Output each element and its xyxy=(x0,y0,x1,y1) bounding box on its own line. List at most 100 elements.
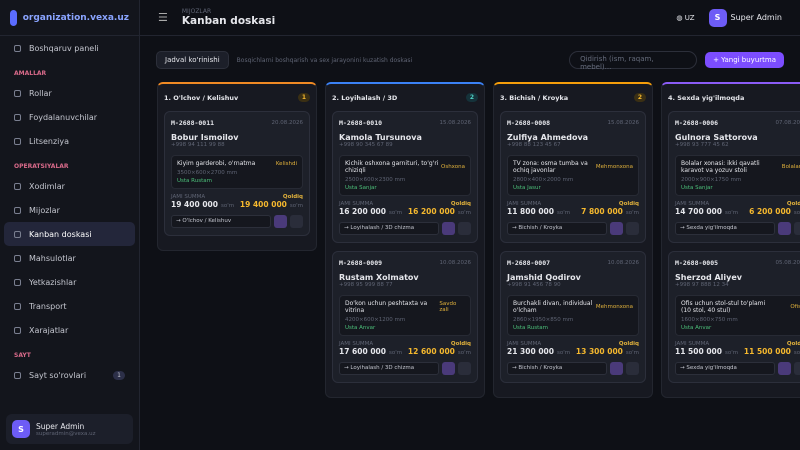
column: 4. Sexda yig'ilmoqda2 M-2688-0006 07.08.20… xyxy=(661,82,800,398)
print-button[interactable] xyxy=(442,222,455,235)
nav-item[interactable]: Boshqaruv paneli xyxy=(4,36,135,60)
stage-row: → Loyihalash / 3D chizma xyxy=(339,362,471,375)
print-button[interactable] xyxy=(610,222,623,235)
open-button[interactable] xyxy=(458,362,471,375)
order-card[interactable]: M-2688-0009 10.08.2026 Rustam Xolmatov +998… xyxy=(332,251,478,383)
client-name: Bobur Ismoilov xyxy=(171,133,239,142)
total-amount: 19 400 000 xyxy=(171,200,218,209)
amount-labels: JAMI SUMMA Qoldiq xyxy=(675,201,800,207)
nav-item[interactable]: Mijozlar xyxy=(4,198,135,222)
card-top: M-2688-0009 10.08.2026 xyxy=(339,259,471,267)
stage-row: → Bichish / Kroyka xyxy=(507,362,639,375)
section-title: AMALLAR xyxy=(14,70,47,77)
view-button[interactable]: Jadval ko'rinishi xyxy=(156,51,229,69)
order-details: TV zona: osma tumba va ochiq javonlar Meh… xyxy=(507,155,639,196)
nav-item[interactable]: Mahsulotlar xyxy=(4,246,135,270)
user-name[interactable]: Super Admin xyxy=(730,13,782,22)
client-phone: +998 94 111 99 88 xyxy=(171,142,225,148)
balance-label: Qoldiq xyxy=(618,341,639,347)
nav-item[interactable]: Sayt so'rovlari 1 xyxy=(4,363,135,387)
details-row: Kiyim garderobi, o'rnatma Kelishdi xyxy=(177,160,297,167)
client-name: Jamshid Qodirov xyxy=(507,273,581,282)
client-name: Zulfiya Ahmedova xyxy=(507,133,589,142)
order-card[interactable]: M-2688-0010 15.08.2026 Kamola Tursunova +99… xyxy=(332,111,478,243)
order-details: Ofis uchun stol-stul to'plami (10 stol, … xyxy=(675,295,800,336)
print-button[interactable] xyxy=(610,362,623,375)
nav-item[interactable]: Kanban doskasi xyxy=(4,222,135,246)
order-card[interactable]: M-2688-0007 10.08.2026 Jamshid Qodirov +998… xyxy=(500,251,646,383)
order-code: M-2688-0005 xyxy=(675,259,719,267)
nav-item[interactable]: Litsenziya xyxy=(4,129,135,153)
total-label: JAMI SUMMA xyxy=(339,201,374,207)
balance: 16 200 000 so'm xyxy=(408,207,471,216)
search[interactable]: Qidirish (ism, raqam, mebel)... xyxy=(569,51,698,71)
nav-item[interactable]: Yetkazishlar xyxy=(4,270,135,294)
open-button[interactable] xyxy=(458,222,471,235)
master: Usta Anvar xyxy=(345,325,376,331)
crumb: MIJOZLAR xyxy=(181,8,212,15)
stage-select[interactable]: → Bichish / Kroyka xyxy=(507,362,607,375)
nav-icon xyxy=(14,113,21,121)
nav-icon xyxy=(14,254,21,262)
total-amount: 11 800 000 xyxy=(507,207,554,216)
lang-text: UZ xyxy=(684,13,695,22)
order-card[interactable]: M-2688-0006 07.08.2026 Gulnora Sattorova+9… xyxy=(668,111,800,243)
details-row: Kichik oshxona garnituri, to'g'ri chiziq… xyxy=(345,160,465,174)
total-amount: 11 500 000 xyxy=(675,347,722,356)
client-phone: +998 95 999 88 77 xyxy=(339,282,393,288)
nav-item[interactable]: Foydalanuvchilar xyxy=(4,105,135,129)
nav-item[interactable]: Xarajatlar xyxy=(4,318,135,342)
nav-item[interactable]: Rollar xyxy=(4,81,135,105)
user-avatar: S xyxy=(12,420,30,438)
order-date: 20.08.2026 xyxy=(271,120,304,126)
column-title: 3. Bichish / Kroyka xyxy=(500,93,569,102)
dimensions: 2000×900×1750 mm xyxy=(681,177,742,183)
order-card[interactable]: M-2688-0011 20.08.2026 Bobur Ismoilov +998 … xyxy=(164,111,310,236)
currency: so'm xyxy=(793,350,800,356)
balance-amount: 19 400 000 xyxy=(239,200,287,209)
details-row: Ofis uchun stol-stul to'plami (10 stol, … xyxy=(681,300,800,314)
dimensions: 2800×400×2000 mm xyxy=(513,177,574,183)
order-code: M-2688-0010 xyxy=(339,119,383,127)
total-label: JAMI SUMMA xyxy=(507,341,542,347)
nav-item[interactable]: Xodimlar xyxy=(4,174,135,198)
amount-labels: JAMI SUMMA Qoldiq xyxy=(339,201,471,207)
currency: so'm xyxy=(724,210,739,216)
print-button[interactable] xyxy=(274,215,287,228)
print-button[interactable] xyxy=(442,362,455,375)
print-button[interactable] xyxy=(778,362,791,375)
column: 1. O'lchov / Kelishuv 1 M-2688-0011 20.08.2… xyxy=(157,82,317,251)
lang[interactable]: ◍ UZ xyxy=(676,13,695,22)
stage-select[interactable]: → Sexda yig'ilmoqda xyxy=(675,362,775,375)
amounts: 17 600 000 so'm 12 600 000 so'm xyxy=(339,347,471,356)
currency: so'm xyxy=(388,210,403,216)
nav-label: Boshqaruv paneli xyxy=(29,43,99,53)
stage-select[interactable]: → O'lchov / Kelishuv xyxy=(171,215,271,228)
title: Kanban doskasi xyxy=(181,15,276,27)
open-button[interactable] xyxy=(290,215,303,228)
card-top: M-2688-0006 07.08.2026 xyxy=(675,119,800,127)
print-button[interactable] xyxy=(778,222,791,235)
open-button[interactable] xyxy=(794,222,800,235)
open-button[interactable] xyxy=(794,362,800,375)
nav-item[interactable]: Transport xyxy=(4,294,135,318)
total: 19 400 000 so'm xyxy=(171,200,234,209)
nav-label: Xarajatlar xyxy=(29,325,69,335)
client-phone: +998 88 123 45 67 xyxy=(507,142,561,148)
order-card[interactable]: M-2688-0005 05.08.2026 Sherzod Aliyev+998 … xyxy=(668,251,800,383)
stage-select[interactable]: → Loyihalash / 3D chizma xyxy=(339,222,439,235)
stage-select[interactable]: → Loyihalash / 3D chizma xyxy=(339,362,439,375)
currency: so'm xyxy=(220,203,235,209)
order-card[interactable]: M-2688-0008 15.08.2026 Zulfiya Ahmedova +99… xyxy=(500,111,646,243)
open-button[interactable] xyxy=(626,222,639,235)
stage-select[interactable]: → Sexda yig'ilmoqda xyxy=(675,222,775,235)
menu-icon[interactable]: ☰ xyxy=(158,11,168,24)
logo-text: organization.vexa.uz xyxy=(22,12,129,23)
balance: 12 600 000 so'm xyxy=(408,347,471,356)
client-phone: +998 93 777 45 62 xyxy=(675,142,729,148)
balance-label: Qoldiq xyxy=(450,201,471,207)
open-button[interactable] xyxy=(626,362,639,375)
stage-select[interactable]: → Bichish / Kroyka xyxy=(507,222,607,235)
new-order[interactable]: + Yangi buyurtma xyxy=(705,52,784,68)
